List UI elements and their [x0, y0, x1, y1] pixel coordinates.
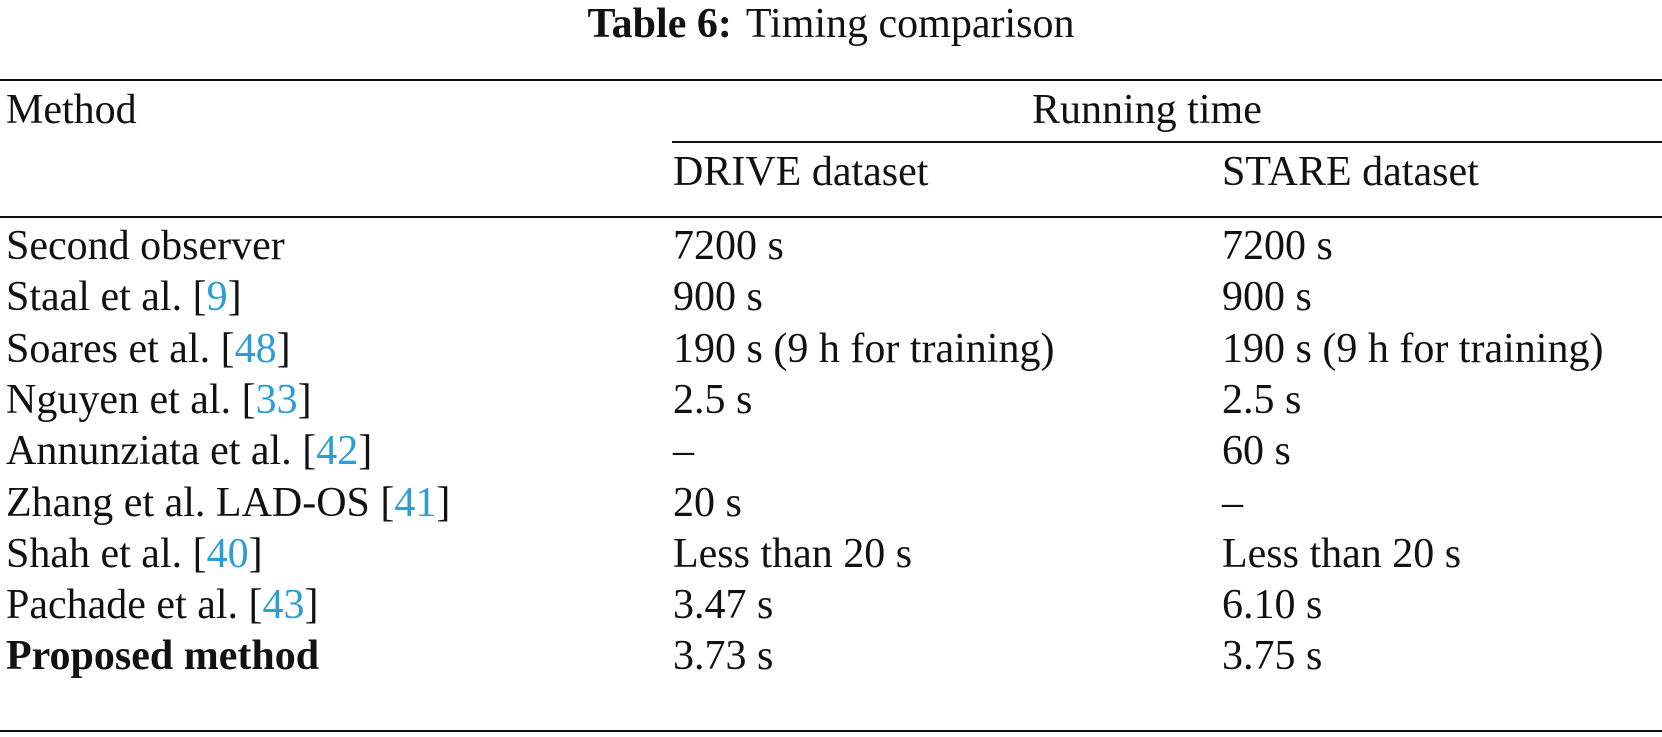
stare-time-cell: Less than 20 s: [1222, 531, 1462, 577]
method-cell: Staal et al. [9]: [6, 273, 242, 321]
stare-time-cell: 190 s (9 h for training): [1222, 326, 1604, 372]
method-cell: Annunziata et al. [42]: [6, 427, 372, 475]
stare-time-cell: 6.10 s: [1222, 582, 1323, 628]
table-header-rule: [0, 216, 1662, 218]
citation-bracket: ]: [436, 480, 451, 526]
method-cell: Zhang et al. LAD-OS [41]: [6, 479, 450, 527]
method-name: Annunziata et al. [: [6, 428, 317, 474]
stare-time-cell: 900 s: [1222, 274, 1312, 320]
citation-link[interactable]: 40: [206, 531, 249, 577]
citation-bracket: ]: [297, 377, 312, 423]
method-cell: Pachade et al. [43]: [6, 581, 319, 629]
header-method: Method: [6, 87, 137, 133]
running-time-underline: [672, 141, 1662, 143]
method-name: Soares et al. [: [6, 326, 235, 372]
drive-time-cell: –: [673, 428, 694, 474]
table-caption-text: Timing comparison: [745, 1, 1075, 47]
citation-bracket: ]: [227, 274, 242, 320]
method-name: Staal et al. [: [6, 274, 207, 320]
citation-bracket: ]: [248, 531, 263, 577]
citation-link[interactable]: 33: [255, 377, 298, 423]
method-cell: Nguyen et al. [33]: [6, 376, 312, 424]
drive-time-cell: 20 s: [673, 480, 742, 526]
method-cell: Second observer: [6, 222, 285, 270]
drive-time-cell: 3.47 s: [673, 582, 774, 628]
table-bottom-rule: [0, 730, 1662, 732]
header-drive-dataset: DRIVE dataset: [673, 149, 929, 195]
stare-time-cell: 3.75 s: [1222, 633, 1323, 679]
header-stare-dataset: STARE dataset: [1222, 149, 1479, 195]
method-name: Second observer: [6, 223, 285, 269]
drive-time-cell: 900 s: [673, 274, 763, 320]
method-name: Pachade et al. [: [6, 582, 263, 628]
stare-time-cell: 2.5 s: [1222, 377, 1302, 423]
drive-time-cell: Less than 20 s: [673, 531, 913, 577]
table-caption: Table 6: Timing comparison: [0, 0, 1662, 48]
stare-time-cell: –: [1222, 480, 1243, 526]
method-name: Proposed method: [6, 633, 320, 679]
method-name: Shah et al. [: [6, 531, 207, 577]
citation-bracket: ]: [276, 326, 291, 372]
citation-link[interactable]: 43: [262, 582, 305, 628]
method-cell: Shah et al. [40]: [6, 530, 263, 578]
method-cell: Soares et al. [48]: [6, 325, 291, 373]
header-running-time: Running time: [1032, 87, 1262, 133]
citation-link[interactable]: 41: [394, 480, 437, 526]
citation-link[interactable]: 9: [206, 274, 228, 320]
drive-time-cell: 190 s (9 h for training): [673, 326, 1055, 372]
citation-link[interactable]: 42: [316, 428, 359, 474]
citation-bracket: ]: [358, 428, 373, 474]
drive-time-cell: 3.73 s: [673, 633, 774, 679]
method-cell: Proposed method: [6, 632, 319, 680]
stare-time-cell: 7200 s: [1222, 223, 1333, 269]
stare-time-cell: 60 s: [1222, 428, 1291, 474]
citation-link[interactable]: 48: [234, 326, 277, 372]
method-name: Zhang et al. LAD-OS [: [6, 480, 395, 526]
table-caption-label: Table 6:: [587, 1, 732, 47]
table-top-rule: [0, 79, 1662, 81]
drive-time-cell: 7200 s: [673, 223, 784, 269]
citation-bracket: ]: [304, 582, 319, 628]
drive-time-cell: 2.5 s: [673, 377, 753, 423]
method-name: Nguyen et al. [: [6, 377, 256, 423]
